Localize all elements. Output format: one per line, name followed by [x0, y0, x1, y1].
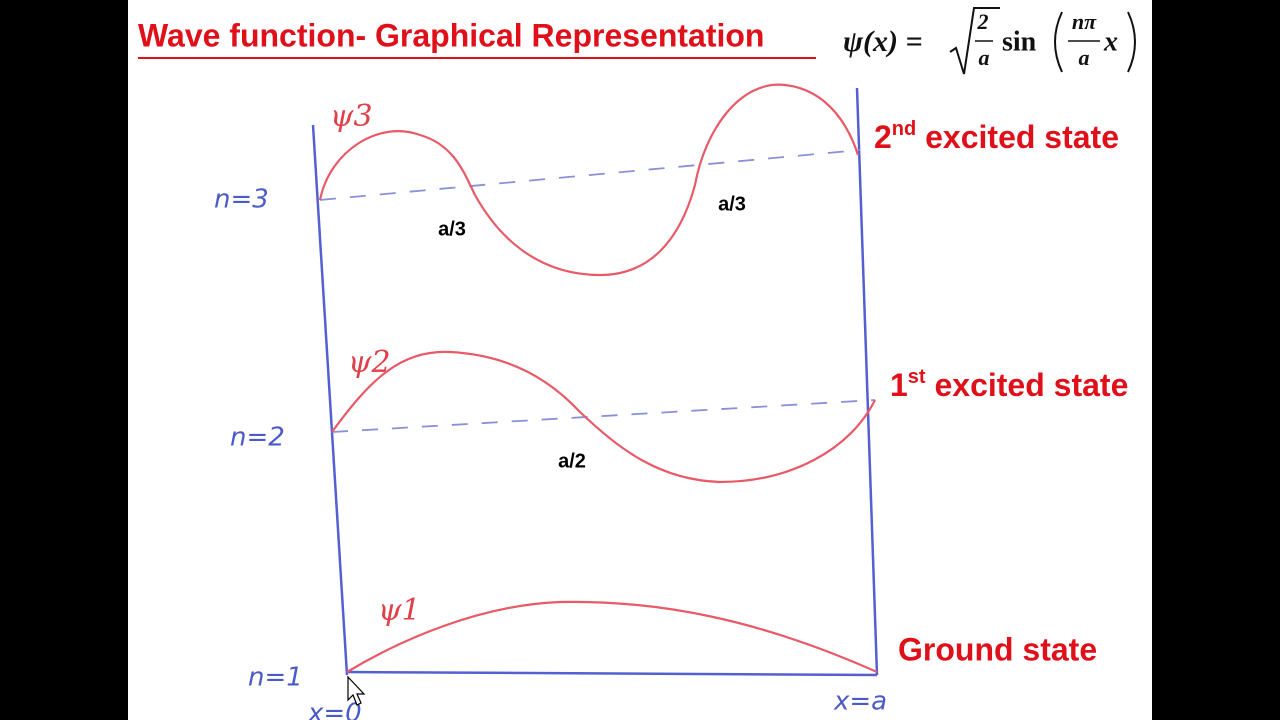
state-suffix: st — [908, 366, 926, 388]
wave-label: ψ3 — [330, 99, 373, 134]
wave-curve — [331, 350, 876, 484]
box — [311, 87, 879, 677]
left-paren — [1054, 11, 1063, 73]
arg-variable: x — [1103, 26, 1118, 57]
state-label: 2nd excited state — [874, 118, 1119, 155]
title: Wave function- Graphical Representation — [138, 17, 764, 53]
wave-curve — [318, 83, 860, 277]
wave-label: ψ2 — [348, 345, 391, 380]
right-paren — [1127, 11, 1136, 73]
node-label: a/3 — [438, 218, 466, 240]
base-line — [346, 670, 878, 677]
arg-numerator: nπ — [1072, 9, 1097, 34]
arg-denominator: a — [1079, 45, 1090, 70]
level-line — [331, 399, 876, 433]
root-denominator: a — [979, 45, 990, 70]
right-wall — [855, 87, 879, 676]
level-line — [319, 149, 861, 201]
sqrt-sign — [949, 7, 1000, 75]
state-text: excited state — [916, 119, 1119, 155]
state-label: 1st excited state — [890, 366, 1128, 403]
level-label: n=1 — [248, 663, 303, 693]
state-label: Ground state — [898, 631, 1097, 667]
state-suffix: nd — [892, 118, 916, 140]
function-name: sin — [1002, 26, 1037, 57]
state-text: excited state — [926, 367, 1129, 403]
slide-area — [128, 0, 1152, 720]
axis-end: x=a — [833, 687, 887, 717]
root-numerator: 2 — [977, 9, 989, 34]
node-label: a/3 — [718, 193, 746, 215]
formula-lhs: ψ(x) = — [843, 25, 923, 58]
axis-start: x=0 — [307, 699, 362, 720]
state-number: 2 — [874, 119, 892, 155]
node-label: a/2 — [558, 450, 586, 472]
left-wall — [311, 124, 349, 676]
state-number: 1 — [890, 367, 908, 403]
level-label: n=3 — [214, 185, 269, 215]
formula: ψ(x) = 2 a sin nπ a x — [843, 7, 1136, 75]
wave-curve — [346, 600, 878, 674]
mouse-cursor — [347, 675, 366, 706]
wave-label: ψ1 — [378, 593, 421, 628]
level-label: n=2 — [230, 423, 285, 453]
